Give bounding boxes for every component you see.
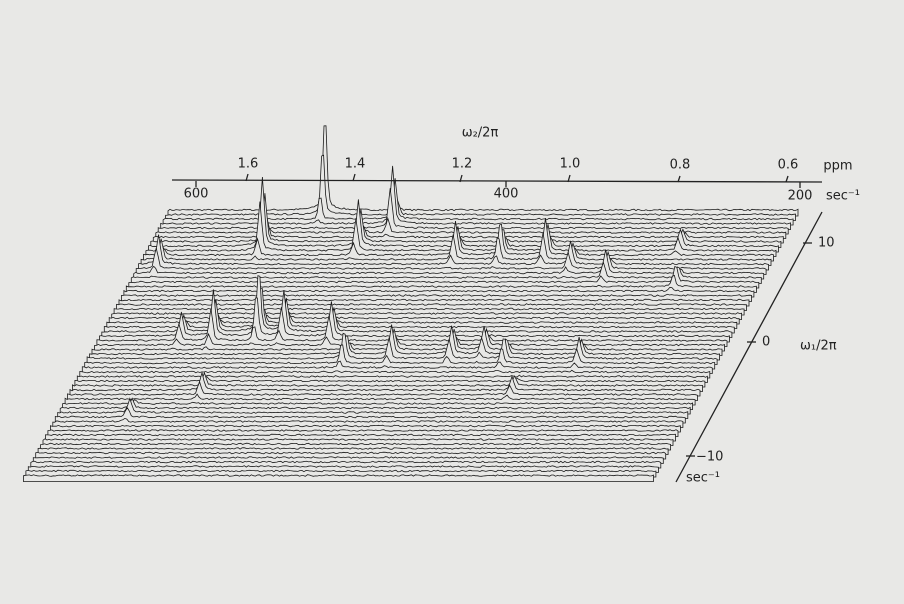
side-unit: sec⁻¹ (686, 471, 720, 486)
axis-title: ω₁/2π (800, 339, 837, 354)
side-tick-label: 10 (818, 236, 835, 251)
side-tick-label: 0 (762, 335, 770, 350)
ppm-unit: ppm (823, 159, 852, 174)
figure: ω₂/2π 1.6 1.4 1.2 1.0 0.8 0.6 ppm 600 40… (0, 0, 904, 604)
ppm-tick-label: 1.6 (238, 157, 259, 172)
hz-tick-label: 600 (184, 187, 209, 202)
trace (23, 475, 653, 482)
side-tick-label: −10 (696, 450, 723, 465)
ppm-tick-label: 1.0 (560, 157, 581, 172)
axis-title: ω₂/2π (462, 126, 499, 141)
ppm-tick-label: 1.4 (345, 157, 366, 172)
ppm-tick-label: 0.6 (778, 158, 799, 173)
hz-tick-label: 200 (788, 189, 813, 204)
ppm-tick-label: 1.2 (452, 157, 473, 172)
hz-tick-label: 400 (494, 187, 519, 202)
ppm-tick-label: 0.8 (670, 158, 691, 173)
hz-unit: sec⁻¹ (826, 189, 860, 204)
